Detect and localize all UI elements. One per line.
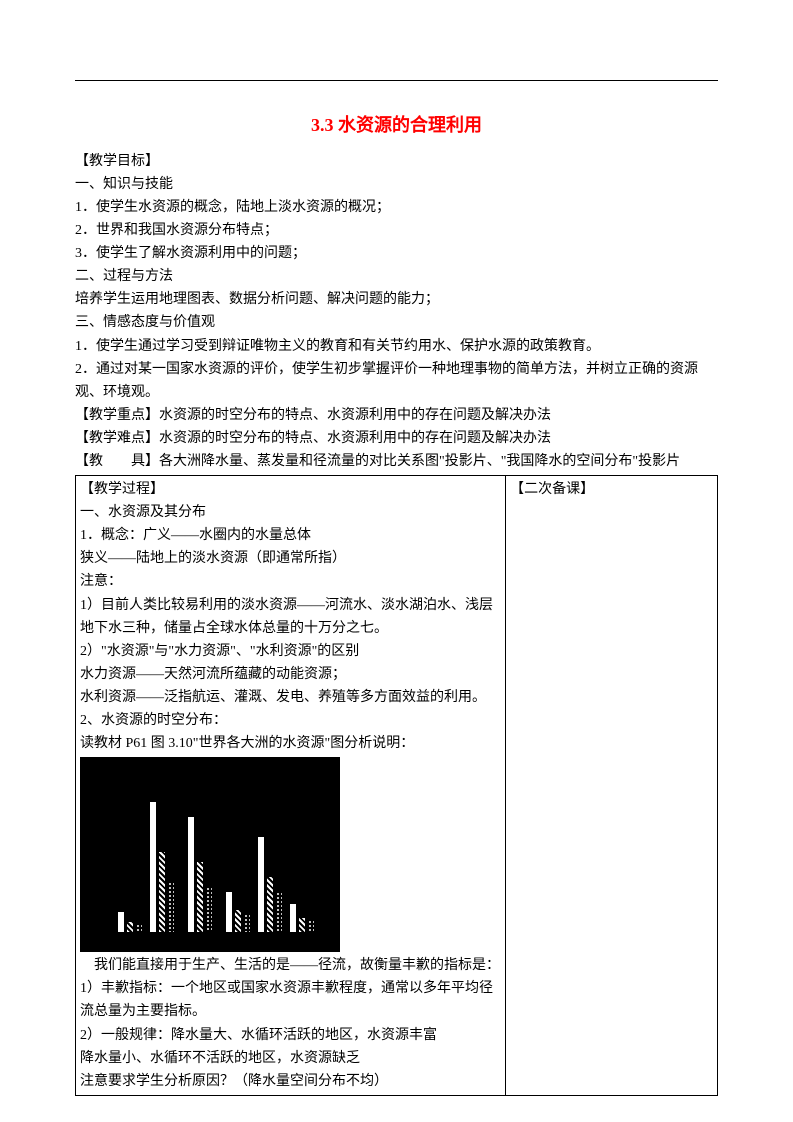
- heading-objectives: 【教学目标】: [75, 150, 718, 173]
- proc-l2: 一、水资源及其分布: [80, 501, 501, 524]
- right-cell: 【二次备课】: [506, 476, 718, 1096]
- proc-heading: 【教学过程】: [80, 478, 501, 501]
- chart-bar: [235, 910, 241, 932]
- proc-l9: 水利资源——泛指航运、灌溉、发电、养殖等多方面效益的利用。: [80, 686, 501, 709]
- chart-bar: [127, 922, 133, 932]
- continent-water-chart: [80, 757, 340, 952]
- line-3-1: 1．使学生通过学习受到辩证唯物主义的教育和有关节约用水、保护水源的政策教育。: [75, 335, 718, 358]
- heading-keypoint: 【教学重点】水资源的时空分布的特点、水资源利用中的存在问题及解决办法: [75, 404, 718, 427]
- proc-l13: 1）丰歉指标：一个地区或国家水资源丰歉程度，通常以多年平均径流总量为主要指标。: [80, 977, 501, 1023]
- chart-bar: [290, 904, 296, 932]
- top-divider: [75, 80, 718, 81]
- proc-l5: 注意：: [80, 570, 501, 593]
- proc-l10: 2、水资源的时空分布：: [80, 709, 501, 732]
- chart-bar: [150, 802, 156, 932]
- line-1-1: 1．使学生水资源的概念，陆地上淡水资源的概况；: [75, 196, 718, 219]
- proc-l8: 水力资源——天然河流所蕴藏的动能资源；: [80, 663, 501, 686]
- proc-l4: 狭义——陆地上的淡水资源（即通常所指）: [80, 547, 501, 570]
- heading-difficulty: 【教学难点】水资源的时空分布的特点、水资源利用中的存在问题及解决办法: [75, 427, 718, 450]
- line-3-2: 2．通过对某一国家水资源的评价，使学生初步掌握评价一种地理事物的简单方法，并树立…: [75, 358, 718, 404]
- process-table: 【教学过程】 一、水资源及其分布 1．概念：广义——水圈内的水量总体 狭义——陆…: [75, 475, 718, 1096]
- section-2: 二、过程与方法: [75, 265, 718, 288]
- line-1-3: 3．使学生了解水资源利用中的问题；: [75, 242, 718, 265]
- chart-bar: [276, 892, 282, 932]
- proc-l11: 读教材 P61 图 3.10"世界各大洲的水资源"图分析说明：: [80, 732, 501, 755]
- second-prep-heading: 【二次备课】: [510, 478, 713, 501]
- heading-tools: 【教 具】各大洲降水量、蒸发量和径流量的对比关系图"投影片、"我国降水的空间分布…: [75, 450, 718, 473]
- chart-bar: [188, 817, 194, 932]
- chart-bar: [308, 920, 314, 932]
- section-1: 一、知识与技能: [75, 173, 718, 196]
- chart-bar: [258, 837, 264, 932]
- left-cell: 【教学过程】 一、水资源及其分布 1．概念：广义——水圈内的水量总体 狭义——陆…: [76, 476, 506, 1096]
- line-1-2: 2．世界和我国水资源分布特点；: [75, 219, 718, 242]
- chart-bar: [197, 862, 203, 932]
- proc-l14: 2）一般规律：降水量大、水循环活跃的地区，水资源丰富: [80, 1024, 501, 1047]
- proc-l6: 1）目前人类比较易利用的淡水资源——河流水、淡水湖泊水、浅层地下水三种，储量占全…: [80, 594, 501, 640]
- page: 3.3 水资源的合理利用 【教学目标】 一、知识与技能 1．使学生水资源的概念，…: [0, 0, 793, 1122]
- chart-area: [108, 775, 320, 932]
- chart-bar: [299, 918, 305, 932]
- proc-l7: 2）"水资源"与"水力资源"、"水利资源"的区别: [80, 640, 501, 663]
- chart-bar: [226, 892, 232, 932]
- chart-bar: [159, 852, 165, 932]
- line-2-1: 培养学生运用地理图表、数据分析问题、解决问题的能力；: [75, 288, 718, 311]
- proc-l15: 降水量小、水循环不活跃的地区，水资源缺乏: [80, 1047, 501, 1070]
- chart-bar: [206, 887, 212, 932]
- lesson-title: 3.3 水资源的合理利用: [75, 111, 718, 140]
- chart-bar: [267, 877, 273, 932]
- chart-bar: [118, 912, 124, 932]
- proc-l12: 我们能直接用于生产、生活的是——径流，故衡量丰歉的指标是：: [80, 954, 501, 977]
- proc-l16: 注意要求学生分析原因？（降水量空间分布不均）: [80, 1070, 501, 1093]
- chart-bar: [136, 924, 142, 932]
- section-3: 三、情感态度与价值观: [75, 311, 718, 334]
- proc-l3: 1．概念：广义——水圈内的水量总体: [80, 524, 501, 547]
- chart-bar: [244, 914, 250, 932]
- chart-bar: [168, 882, 174, 932]
